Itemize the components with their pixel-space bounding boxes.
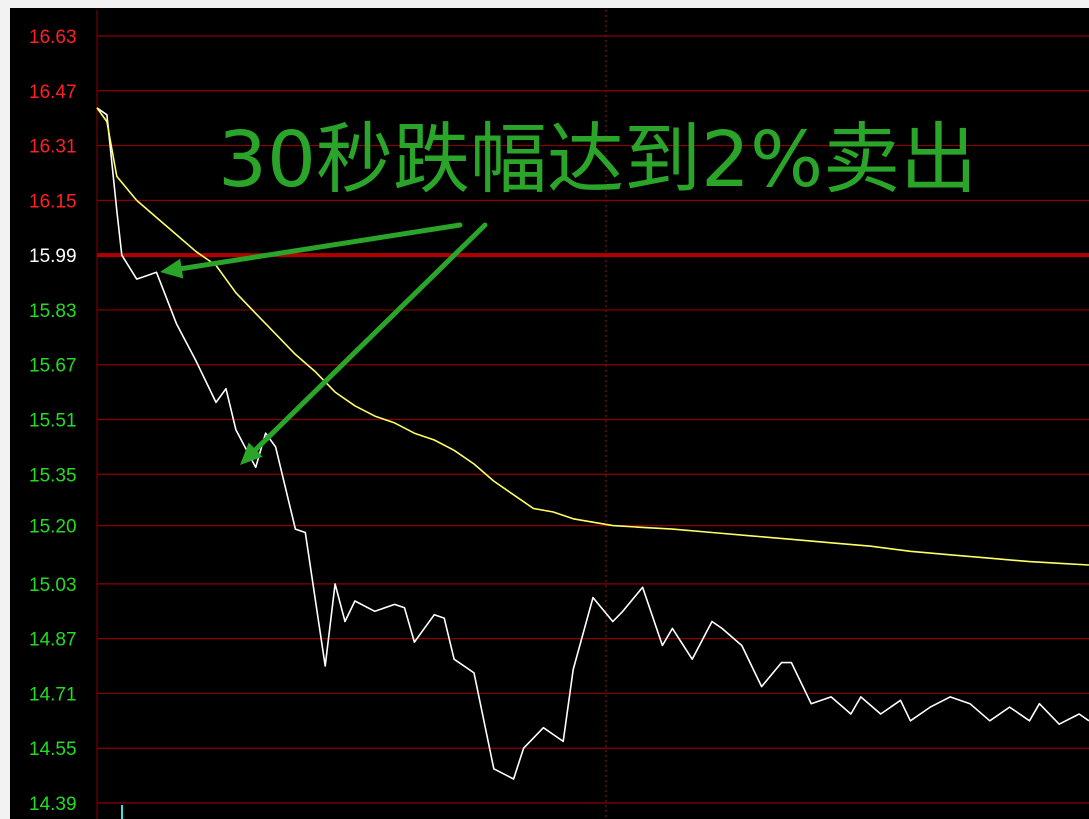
- arrow-icon: [160, 222, 463, 279]
- price-line: [96, 107, 1089, 780]
- y-tick-label: 16.31: [29, 137, 77, 158]
- y-tick-label: 16.63: [29, 27, 77, 48]
- y-tick-label: 15.99: [29, 246, 77, 267]
- y-tick-label: 15.67: [29, 356, 77, 377]
- plot-background: [10, 8, 1089, 819]
- annotation-text: 30秒跌幅达到2%卖出: [218, 116, 977, 205]
- y-tick-label: 15.35: [29, 465, 77, 486]
- arrow-icon: [240, 222, 488, 465]
- y-tick-label: 15.20: [29, 517, 77, 538]
- y-tick-label: 15.83: [29, 301, 77, 322]
- grid-lines: [96, 10, 1089, 819]
- y-tick-label: 14.55: [29, 739, 77, 760]
- y-tick-label: 14.71: [29, 684, 77, 705]
- annotation-layer: 30秒跌幅达到2%卖出: [218, 116, 977, 205]
- annotation-arrows: [160, 222, 488, 465]
- y-tick-label: 14.39: [29, 794, 77, 815]
- y-tick-label: 15.03: [29, 575, 77, 596]
- series-lines: [96, 107, 1089, 780]
- y-tick-label: 16.15: [29, 191, 77, 212]
- y-tick-label: 14.87: [29, 630, 77, 651]
- y-axis-tick-labels: 16.63 16.47 16.31 16.15 15.99 15.83 15.67 15.51…: [29, 27, 77, 815]
- y-tick-label: 15.51: [29, 411, 77, 432]
- y-tick-label: 16.47: [29, 82, 77, 103]
- average-price-line: [96, 107, 1089, 566]
